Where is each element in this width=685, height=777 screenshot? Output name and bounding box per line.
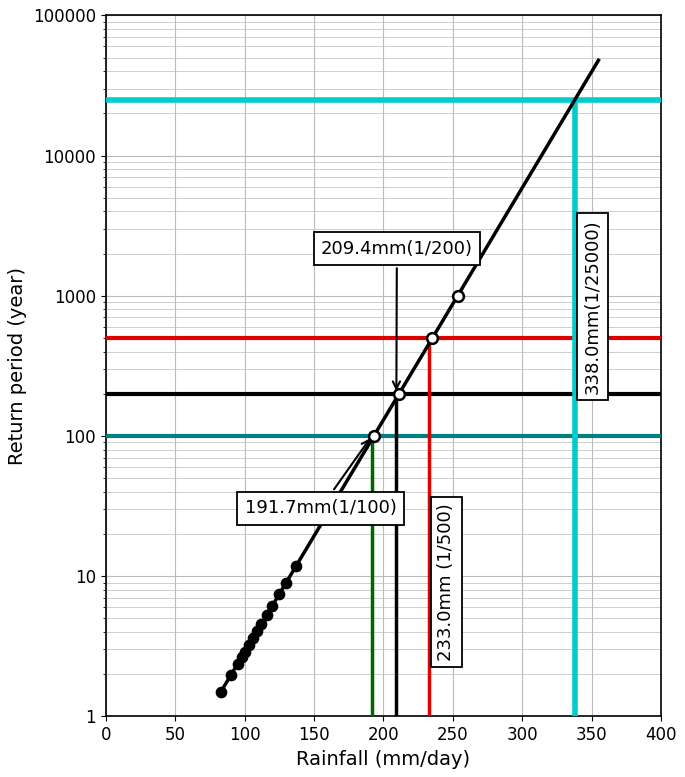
- Point: [236, 650, 247, 663]
- Point: [232, 657, 243, 670]
- Text: 338.0mm(1/25000): 338.0mm(1/25000): [583, 219, 601, 394]
- Point: [239, 646, 250, 658]
- Point: [290, 560, 301, 573]
- Point: [274, 588, 285, 601]
- Y-axis label: Return period (year): Return period (year): [8, 267, 27, 465]
- X-axis label: Rainfall (mm/day): Rainfall (mm/day): [297, 750, 471, 768]
- Point: [216, 685, 227, 698]
- Point: [251, 625, 262, 638]
- Point: [267, 600, 278, 612]
- Point: [243, 639, 254, 651]
- Text: 209.4mm(1/200): 209.4mm(1/200): [321, 239, 473, 388]
- Text: 233.0mm (1/500): 233.0mm (1/500): [438, 503, 456, 660]
- Point: [256, 618, 266, 631]
- Point: [261, 609, 272, 622]
- Point: [394, 388, 405, 400]
- Point: [427, 332, 438, 344]
- Text: 191.7mm(1/100): 191.7mm(1/100): [245, 440, 397, 517]
- Point: [369, 430, 379, 442]
- Point: [247, 632, 258, 645]
- Point: [281, 577, 292, 589]
- Point: [225, 669, 236, 681]
- Point: [452, 290, 463, 302]
